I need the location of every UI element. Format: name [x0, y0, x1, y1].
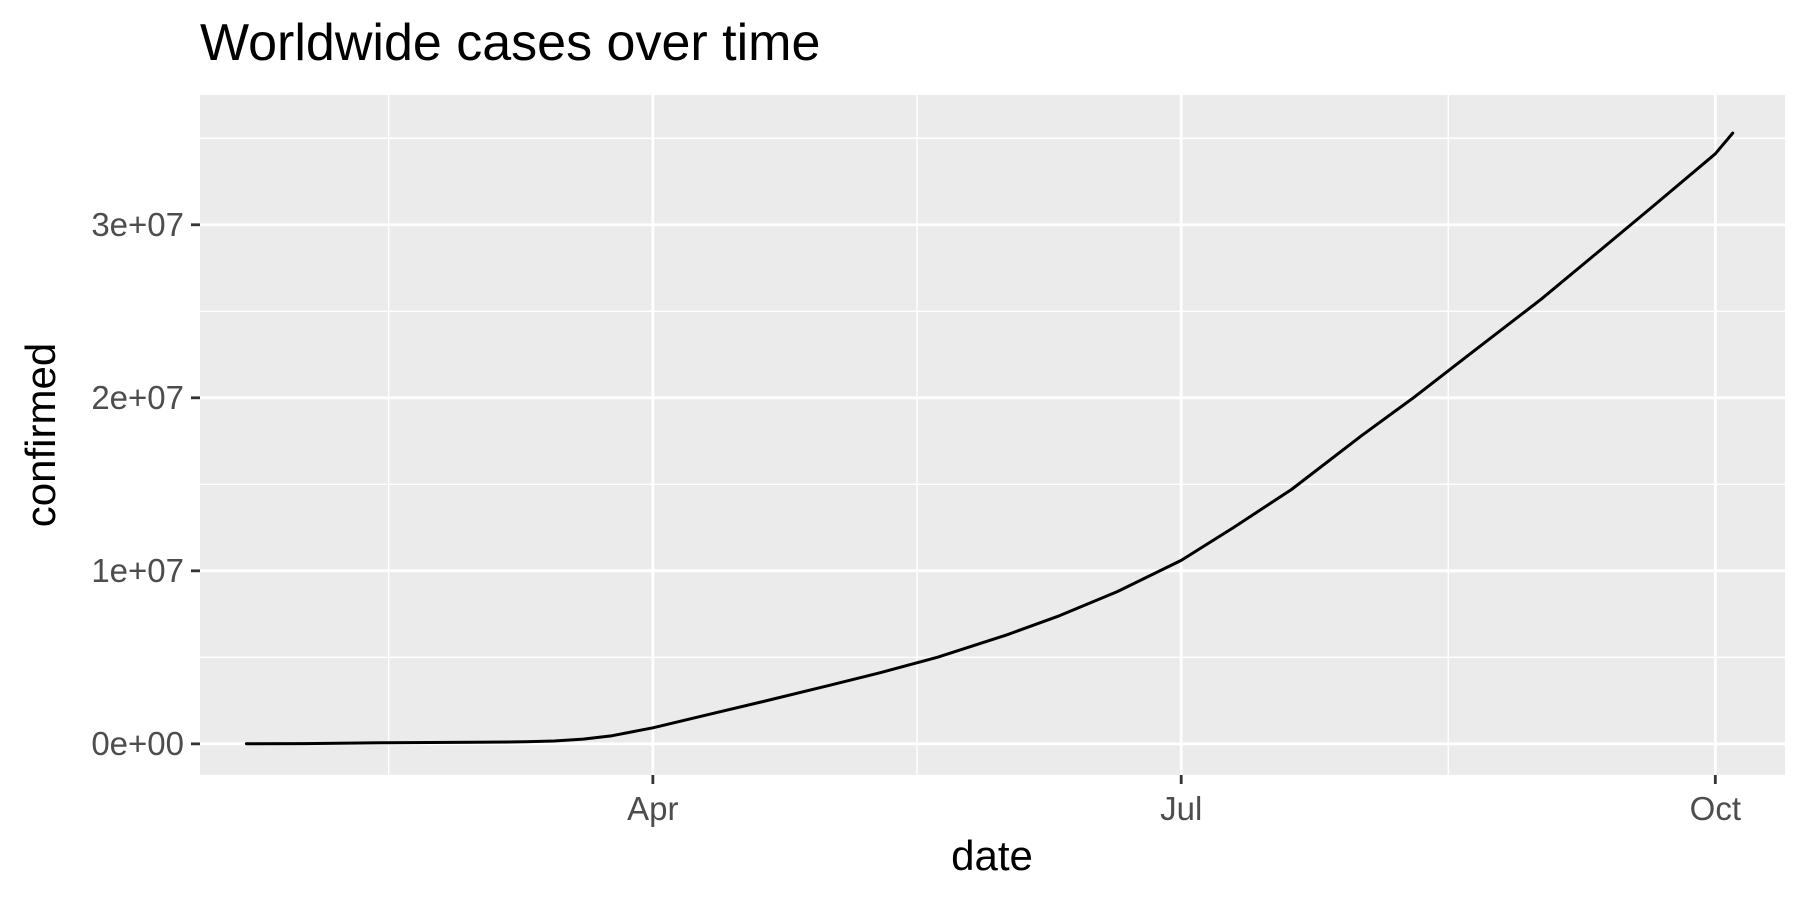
y-tick-label: 1e+07	[91, 552, 184, 589]
minor-gridlines	[200, 95, 1785, 775]
y-tick-label: 0e+00	[91, 725, 184, 762]
y-axis-title: confirmed	[17, 343, 64, 527]
y-tick-label: 2e+07	[91, 379, 184, 416]
x-tick-label: Apr	[627, 790, 678, 827]
x-tick-label: Jul	[1160, 790, 1202, 827]
y-tick-label: 3e+07	[91, 206, 184, 243]
series-group	[244, 131, 1735, 746]
series-line	[244, 131, 1735, 746]
y-axis: 0e+00 1e+07 2e+07 3e+07	[91, 206, 200, 762]
plot-panel	[200, 95, 1785, 775]
x-axis-title: date	[951, 832, 1033, 879]
x-axis: Apr Jul Oct	[627, 775, 1741, 827]
x-tick-label: Oct	[1690, 790, 1741, 827]
major-gridlines	[200, 95, 1785, 775]
chart-title: Worldwide cases over time	[200, 14, 820, 72]
